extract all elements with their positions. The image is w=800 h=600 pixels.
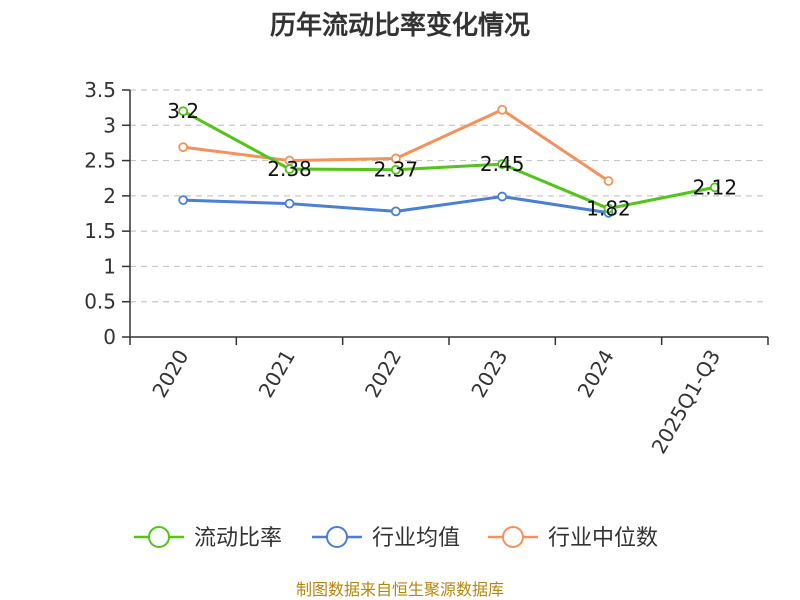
legend-label: 行业均值 <box>372 526 460 551</box>
data-label: 3.2 <box>167 99 199 123</box>
legend-marker <box>502 526 524 548</box>
x-tick-label: 2024 <box>573 346 619 402</box>
legend-label: 流动比率 <box>194 526 282 551</box>
data-point <box>390 206 401 217</box>
legend-marker <box>148 526 170 548</box>
data-point <box>178 106 189 117</box>
data-labels: 3.2 2.38 2.37 2.45 1.82 2.12 <box>167 99 737 220</box>
data-point <box>603 176 614 186</box>
y-tick-label: 3.5 <box>84 78 116 102</box>
data-label: 1.82 <box>586 197 631 221</box>
y-tick-label: 0 <box>103 325 116 349</box>
x-tick-label: 2021 <box>254 346 300 402</box>
data-point <box>390 153 401 164</box>
x-tick-label: 2025Q1-Q3 <box>646 346 725 458</box>
legend-label: 行业中位数 <box>548 526 658 551</box>
y-tick-label: 2.5 <box>84 149 116 173</box>
data-point <box>390 164 401 175</box>
legend-marker <box>326 526 348 548</box>
legend: 流动比率 行业均值 行业中位数 <box>134 526 658 551</box>
axes: 0 0.5 1 1.5 2 2.5 3 3.5 2020 2021 2022 2023 2024 2025… <box>84 78 769 458</box>
data-label: 2.45 <box>480 152 525 176</box>
chart-title: 历年流动比率变化情况 <box>270 10 530 41</box>
data-point <box>284 164 295 174</box>
x-tick-label: 2023 <box>466 345 512 401</box>
data-label: 2.38 <box>267 157 312 181</box>
x-tick-label: 2020 <box>147 346 193 402</box>
series-line-0 <box>182 109 716 211</box>
data-label: 2.37 <box>374 158 419 182</box>
data-point <box>178 142 189 153</box>
y-tick-label: 1 <box>103 254 116 278</box>
source-note: 制图数据来自恒生聚源数据库 <box>296 580 504 599</box>
data-point <box>497 159 508 170</box>
y-tick-label: 2 <box>103 184 116 208</box>
y-tick-label: 1.5 <box>84 219 116 243</box>
gridlines <box>130 89 768 303</box>
data-point <box>178 195 189 205</box>
data-point <box>603 203 614 214</box>
data-point <box>497 191 508 202</box>
data-point <box>709 182 720 193</box>
y-tick-label: 0.5 <box>84 290 116 314</box>
data-label: 2.12 <box>693 175 738 199</box>
data-point <box>497 104 508 115</box>
data-point <box>284 198 295 209</box>
x-tick-label: 2022 <box>360 346 406 402</box>
series-lines <box>178 104 720 218</box>
y-tick-label: 3 <box>103 113 116 137</box>
